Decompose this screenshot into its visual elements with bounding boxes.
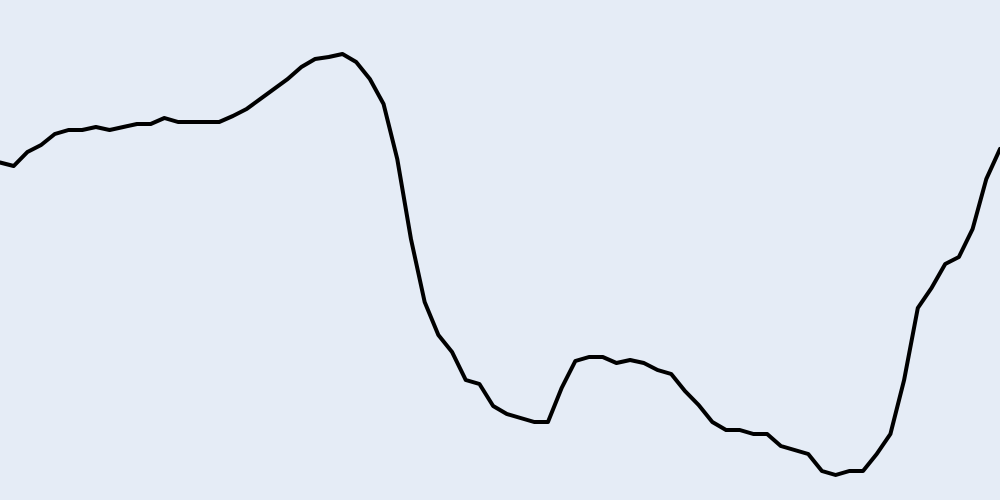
- series-line: [0, 52, 1000, 477]
- series-layer: [0, 52, 1000, 477]
